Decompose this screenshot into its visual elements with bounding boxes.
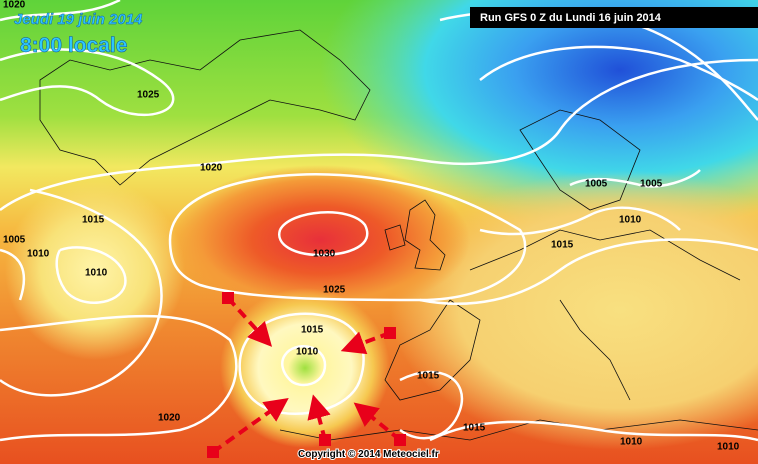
isobar-label: 1015 [82,215,105,226]
forecast-date: Jeudi 19 juin 2014 [14,11,143,28]
isobar-label: 1020 [158,413,181,424]
arrow [307,394,331,441]
forecast-time: 8:00 locale [20,34,127,57]
low-pressure-zone [220,288,390,448]
arrow [226,296,273,347]
run-label: Run GFS 0 Z du Lundi 16 juin 2014 [480,12,662,24]
isobar-label: 1010 [85,268,108,279]
arrows [207,292,406,458]
isobar-label: 1015 [417,371,440,382]
isobar-label: 1010 [296,347,319,358]
run-label-box [470,7,758,28]
isobar-label: 1020 [3,0,26,11]
isobars [0,0,758,440]
isobar-label: 1010 [620,437,643,448]
isobar-label: 1020 [200,163,223,174]
copyright: Copyright © 2014 Meteociel.fr [298,449,439,460]
coastlines [39,29,758,441]
isobar-label: 1005 [3,235,26,246]
isobar-label: 1030 [313,249,336,260]
isobar-label: 1005 [640,179,663,190]
isobar-labels: 1020102510201015100510101010103010251015… [3,0,740,453]
isobar-label: 1015 [463,423,486,434]
isobar-label: 1025 [323,285,346,296]
isobar-label: 1025 [137,90,160,101]
arrow [353,402,402,442]
isobar-label: 1015 [551,240,574,251]
arrow [340,331,391,355]
isobar-label: 1010 [619,215,642,226]
high-pressure-zone [170,165,470,315]
isobar-label: 1005 [585,179,608,190]
isobar-label: 1015 [301,325,324,336]
isobar-label: 1010 [717,442,740,453]
isobar-label: 1010 [27,249,50,260]
arrow [211,398,289,454]
